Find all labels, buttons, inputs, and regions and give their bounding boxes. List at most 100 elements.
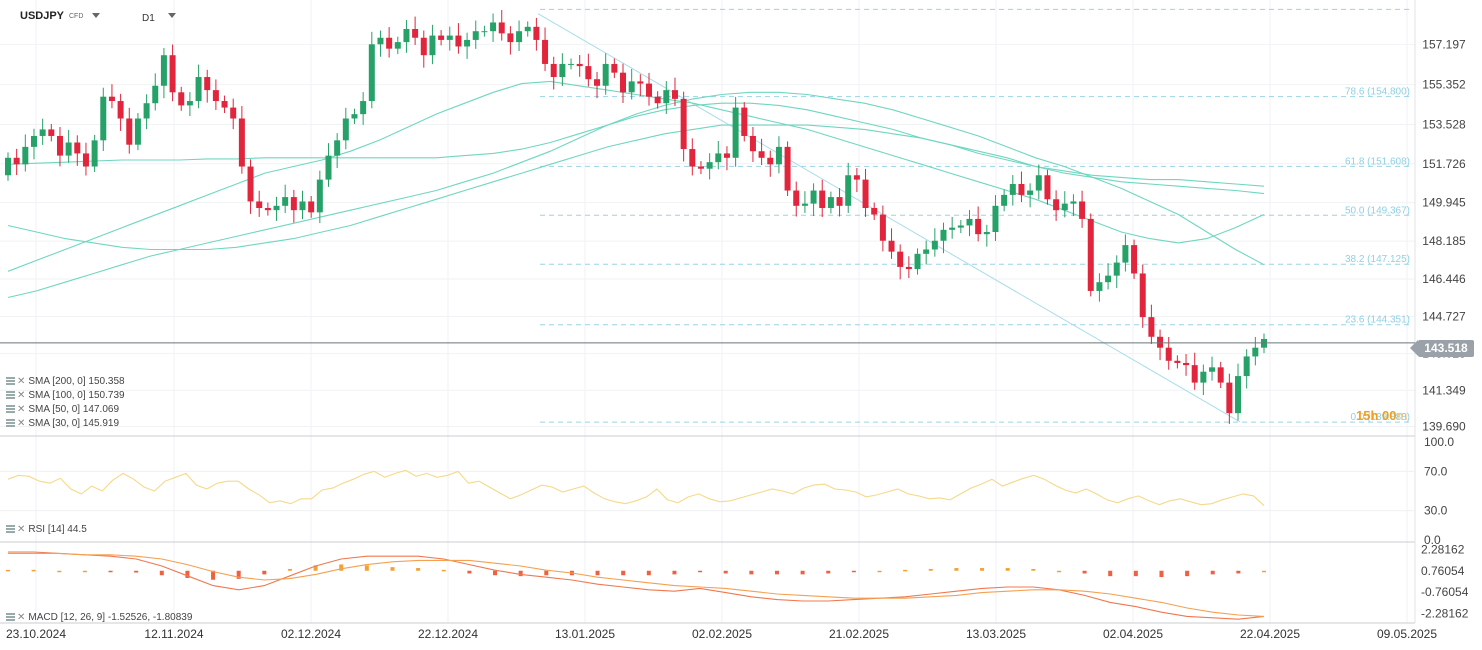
candle-body [238, 118, 245, 167]
close-icon[interactable]: ✕ [17, 418, 26, 429]
time-axis: 23.10.2024 12.11.2024 02.12.2024 22.12.2024… [6, 627, 1437, 641]
timeframe-dropdown-icon[interactable] [168, 13, 176, 18]
macd-histogram-bar [1159, 570, 1164, 578]
date-tick-label: 13.01.2025 [555, 627, 615, 641]
candle-body [143, 103, 150, 119]
candle-body [273, 205, 280, 211]
candle-body [1252, 347, 1259, 357]
candle-body [1209, 367, 1216, 372]
candle-body [134, 118, 141, 145]
price-tick-label: 144.727 [1422, 310, 1466, 324]
candle-body [784, 146, 791, 191]
settings-icon[interactable] [6, 377, 15, 385]
close-icon[interactable]: ✕ [17, 376, 26, 387]
candle-body [490, 22, 497, 32]
macd-histogram-bar [1031, 568, 1036, 571]
candle-body [117, 101, 124, 119]
candle-body [1044, 175, 1051, 200]
candle-body [360, 101, 367, 115]
candle-body [282, 197, 289, 206]
candle-body [836, 197, 843, 206]
fib-level-label: 23.6 (144.351) [1345, 315, 1410, 326]
candle-body [91, 140, 98, 167]
candle-body [923, 249, 930, 254]
rsi-panel: 100.0 70.0 30.0 0.0 [0, 435, 1454, 547]
close-icon[interactable]: ✕ [17, 404, 26, 415]
candle-body [82, 153, 89, 167]
settings-icon[interactable] [6, 405, 15, 413]
settings-icon[interactable] [6, 613, 15, 621]
candle-body [1105, 275, 1112, 283]
candle-body [1079, 201, 1086, 219]
candle-body [645, 83, 652, 97]
close-icon[interactable]: ✕ [17, 524, 26, 535]
close-icon[interactable]: ✕ [17, 390, 26, 401]
candle-body [1157, 336, 1164, 348]
fib-level-label: 0.0 (139.888) [1351, 412, 1411, 423]
candle-body [334, 140, 341, 156]
macd-histogram-bar [211, 570, 216, 580]
settings-icon[interactable] [6, 391, 15, 399]
candle-body [845, 175, 852, 206]
candle-body [1096, 282, 1103, 291]
macd-histogram-bar [903, 569, 908, 572]
macd-histogram-bar [134, 570, 139, 573]
candle-body [403, 29, 410, 43]
fib-level-label: 61.8 (151.608) [1345, 156, 1410, 167]
macd-histogram-bar [851, 570, 856, 573]
date-tick-label: 02.02.2025 [692, 627, 752, 641]
macd-histogram-bar [698, 570, 703, 573]
candle-body [22, 146, 29, 165]
candle-body [516, 31, 523, 43]
settings-icon[interactable] [6, 525, 15, 533]
macd-histogram-bar [262, 570, 267, 575]
candle-body [611, 63, 618, 73]
candle-body [827, 197, 834, 208]
candle-body [1009, 183, 1016, 195]
candle-body [706, 162, 713, 169]
candle-body [749, 135, 756, 152]
candle-body [264, 207, 271, 211]
candle-body [793, 190, 800, 206]
settings-icon[interactable] [6, 419, 15, 427]
date-tick-label: 12.11.2024 [144, 627, 203, 641]
timeframe-label[interactable]: D1 [142, 13, 155, 24]
candle-body [221, 101, 228, 108]
macd-histogram-bar [826, 570, 831, 574]
macd-histogram-bar [1082, 570, 1087, 574]
candle-body [1217, 367, 1224, 383]
close-icon[interactable]: ✕ [17, 612, 26, 623]
legend-sma50: ✕ SMA [50, 0] 147.069 [6, 403, 125, 417]
candle-body [1235, 376, 1242, 414]
symbol-name[interactable]: USDJPY [20, 10, 65, 22]
chart-grid [0, 0, 1416, 624]
candle-body [576, 63, 583, 67]
date-tick-label: 02.12.2024 [281, 627, 341, 641]
candle-body [342, 118, 349, 141]
candle-body [983, 232, 990, 235]
candle-body [420, 37, 427, 56]
macd-histogram-bar [82, 570, 87, 573]
current-price-tag: 143.518 [1410, 340, 1474, 357]
candle-body [1200, 371, 1207, 383]
candle-body [680, 98, 687, 150]
price-tick-label: 151.726 [1422, 157, 1466, 171]
macd-histogram-bar [1056, 570, 1061, 573]
candle-body [542, 39, 549, 64]
macd-histogram-bar [877, 570, 882, 573]
candle-body [247, 166, 254, 202]
price-tick-label: 149.945 [1422, 196, 1466, 210]
macd-histogram-bar [339, 564, 344, 571]
candle-body [39, 129, 46, 136]
macd-histogram-bar [646, 570, 651, 576]
price-tick-label: 155.352 [1422, 78, 1466, 92]
date-tick-label: 09.05.2025 [1377, 627, 1437, 641]
price-tick-label: 141.349 [1422, 383, 1466, 397]
candle-body [1113, 262, 1120, 276]
candle-body [1053, 199, 1060, 211]
legend-sma100: ✕ SMA [100, 0] 150.739 [6, 389, 125, 403]
price-tick-label: 146.446 [1422, 272, 1466, 286]
macd-histogram-bar [1185, 570, 1190, 577]
symbol-dropdown-icon[interactable] [92, 13, 100, 18]
